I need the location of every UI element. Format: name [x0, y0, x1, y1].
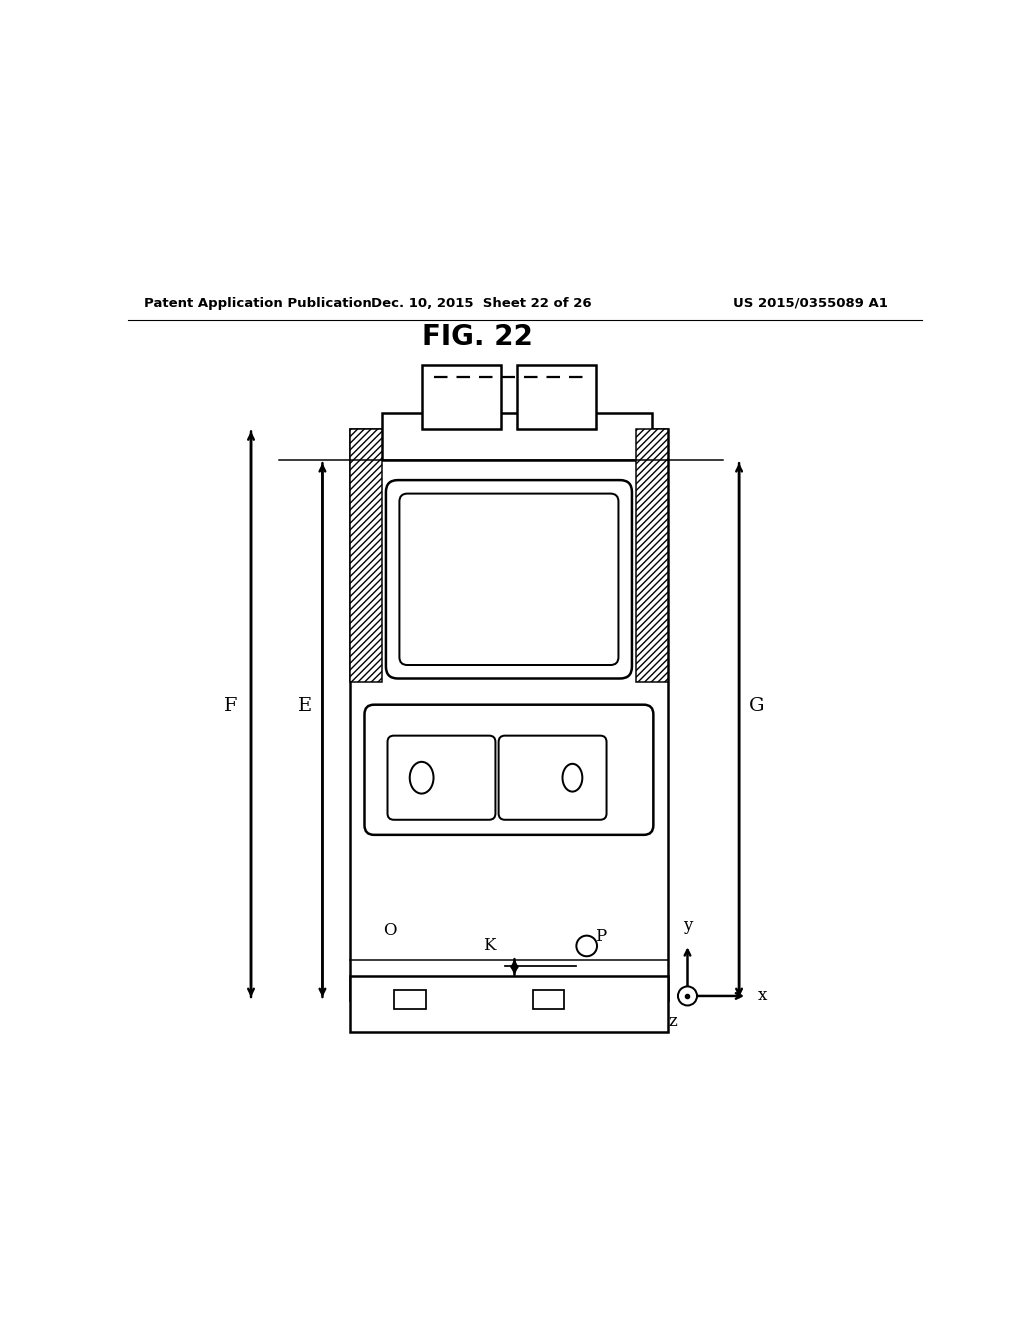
FancyBboxPatch shape: [365, 705, 653, 834]
Text: E: E: [298, 697, 312, 715]
FancyBboxPatch shape: [387, 735, 496, 820]
Text: x: x: [758, 987, 767, 1005]
Text: US 2015/0355089 A1: US 2015/0355089 A1: [733, 297, 888, 310]
Bar: [350, 429, 668, 1001]
Bar: [532, 990, 564, 1010]
Bar: [394, 990, 426, 1010]
FancyBboxPatch shape: [399, 494, 618, 665]
Text: Dec. 10, 2015  Sheet 22 of 26: Dec. 10, 2015 Sheet 22 of 26: [371, 297, 592, 310]
Ellipse shape: [562, 764, 583, 792]
FancyBboxPatch shape: [386, 480, 632, 678]
Text: Patent Application Publication: Patent Application Publication: [143, 297, 372, 310]
Circle shape: [678, 986, 697, 1006]
Text: P: P: [595, 928, 606, 945]
Bar: [350, 975, 668, 1032]
Text: O: O: [383, 921, 396, 939]
Text: z: z: [669, 1014, 678, 1031]
FancyBboxPatch shape: [499, 735, 606, 820]
Text: G: G: [749, 697, 764, 715]
Bar: [350, 429, 382, 682]
Text: FIG. 22: FIG. 22: [422, 323, 532, 351]
Bar: [382, 413, 652, 461]
Circle shape: [577, 936, 597, 956]
Text: K: K: [483, 937, 496, 954]
Text: F: F: [224, 697, 238, 715]
Bar: [517, 366, 596, 429]
Ellipse shape: [410, 762, 433, 793]
Text: y: y: [683, 917, 692, 935]
Bar: [636, 429, 668, 682]
Bar: [422, 366, 501, 429]
